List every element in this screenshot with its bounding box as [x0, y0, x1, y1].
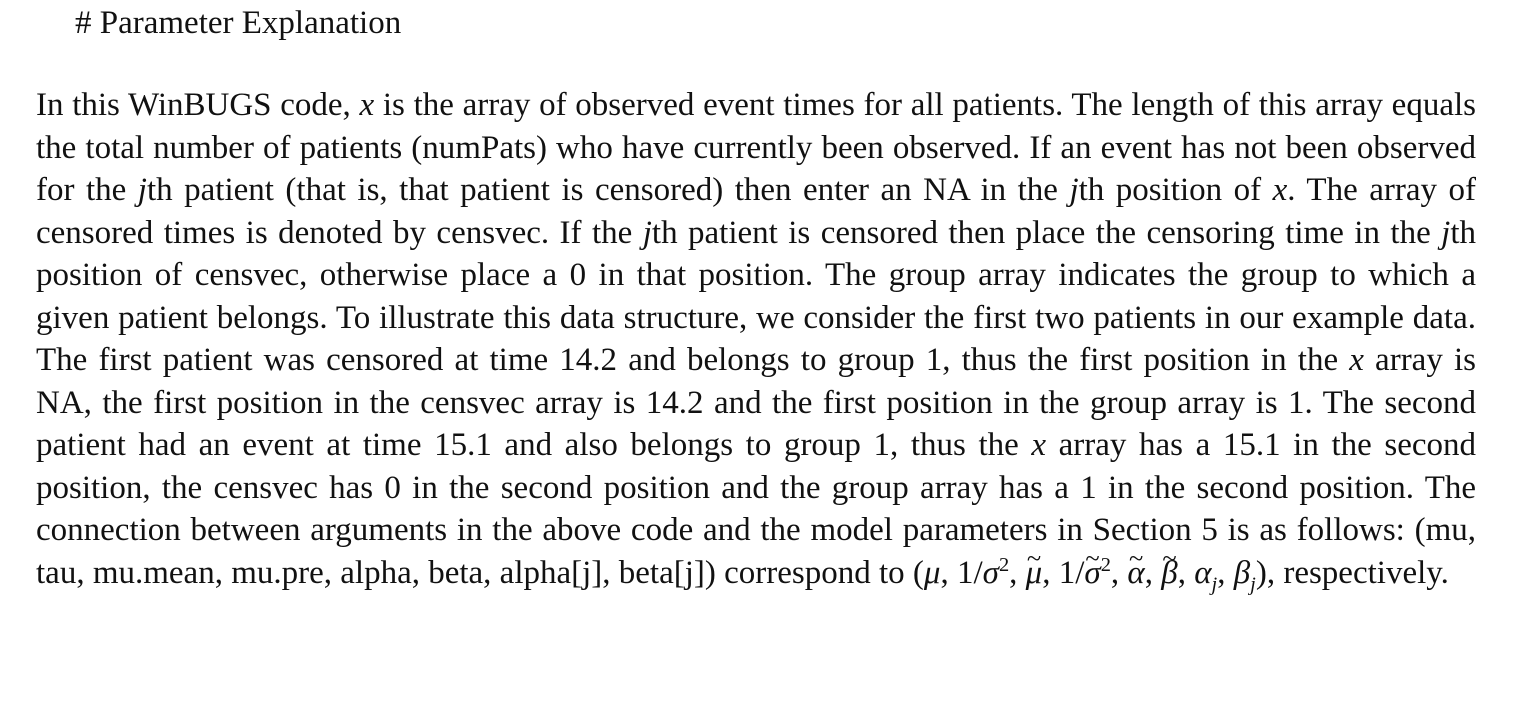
text-run: th position of censvec, otherwise place …	[36, 214, 1477, 379]
var-x: x	[359, 87, 375, 123]
text-run: th patient is censored then place the ce…	[651, 214, 1442, 251]
text-run: array is NA, the first position in the c…	[36, 342, 1476, 463]
math-sigma-tilde: σ ~	[1084, 542, 1101, 591]
text-run: is the array of observed event times for…	[36, 87, 1476, 208]
math-mu: μ	[923, 554, 941, 591]
math-sigma: σ	[982, 554, 999, 591]
parameter-tuple-math: (μ, 1/σ2, μ ~, 1/σ ~2, α ~, β ~, αj, βj)	[912, 542, 1267, 596]
math-alpha-tilde: α ~	[1127, 542, 1145, 591]
var-j: j	[1441, 214, 1451, 251]
var-x: x	[1272, 172, 1288, 208]
text-run: th patient (that is, that patient is cen…	[146, 172, 1070, 208]
text-run: In this WinBUGS code,	[36, 87, 360, 123]
math-mu-tilde: μ ~	[1025, 542, 1043, 591]
text-run: , respectively.	[1266, 554, 1449, 591]
math-beta-tilde: β ~	[1161, 542, 1178, 591]
text-run: . The array of censored times is denoted…	[36, 172, 1476, 251]
text-run: array has a 15.1 in the second position,…	[36, 427, 1476, 591]
text-run: th position of	[1078, 172, 1273, 208]
var-x: x	[1349, 342, 1364, 378]
parameter-explanation-paragraph: In this WinBUGS code, x is the array of …	[36, 84, 1476, 594]
math-alpha: α	[1194, 554, 1212, 591]
math-beta: β	[1233, 554, 1251, 591]
section-heading: # Parameter Explanation	[75, 5, 402, 41]
var-j: j	[642, 214, 652, 251]
var-j: j	[1069, 172, 1079, 208]
var-x: x	[1031, 427, 1047, 463]
var-j: j	[137, 172, 147, 208]
